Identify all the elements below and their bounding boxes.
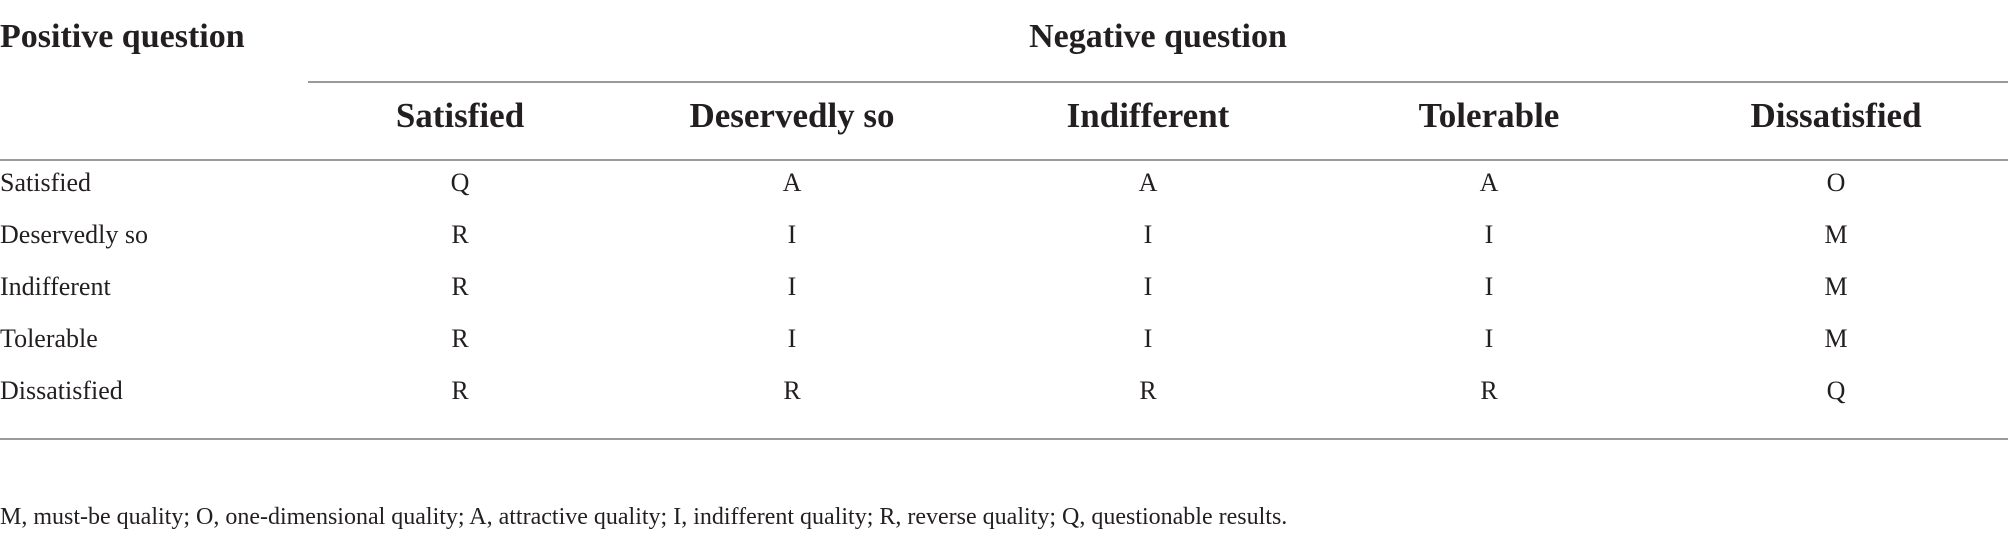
column-header: Tolerable xyxy=(1418,96,1560,135)
table-row: Tolerable R I I I M xyxy=(0,324,2008,376)
group-header: Negative question xyxy=(1029,18,1287,55)
row-label: Deservedly so xyxy=(0,220,149,249)
table-cell: O xyxy=(1826,168,1846,197)
table-cell: I xyxy=(787,272,797,301)
table-cell: I xyxy=(1484,272,1494,301)
table-cell: R xyxy=(451,324,469,353)
table-cell: R xyxy=(451,376,469,405)
column-header: Indifferent xyxy=(1066,96,1230,135)
table-cell: Q xyxy=(450,168,470,197)
table-cell: I xyxy=(787,220,797,249)
row-label: Satisfied xyxy=(0,168,91,197)
table-cell: I xyxy=(1484,220,1494,249)
column-header: Deservedly so xyxy=(689,96,895,135)
table-cell: M xyxy=(1824,324,1848,353)
table-cell: R xyxy=(451,272,469,301)
table-cell: M xyxy=(1824,220,1848,249)
header-rule xyxy=(0,159,2008,161)
table-cell: I xyxy=(1143,272,1153,301)
table-cell: A xyxy=(1479,168,1499,197)
table-row: Satisfied Q A A A O xyxy=(0,168,2008,220)
column-header: Satisfied xyxy=(395,96,525,135)
corner-header: Positive question xyxy=(0,18,245,55)
row-label: Tolerable xyxy=(0,324,98,353)
table-cell: I xyxy=(1143,220,1153,249)
row-label: Dissatisfied xyxy=(0,376,123,405)
table-bottom-rule xyxy=(0,438,2008,440)
table-cell: M xyxy=(1824,272,1848,301)
table-cell: R xyxy=(783,376,801,405)
group-header-rule xyxy=(308,81,2008,83)
table-footnote: M, must-be quality; O, one-dimensional q… xyxy=(0,504,1288,530)
table-row: Indifferent R I I I M xyxy=(0,272,2008,324)
column-header: Dissatisfied xyxy=(1750,96,1922,135)
table-cell: Q xyxy=(1826,376,1846,405)
table-cell: R xyxy=(451,220,469,249)
row-label: Indifferent xyxy=(0,272,111,301)
table-cell: R xyxy=(1139,376,1157,405)
table-cell: A xyxy=(1138,168,1158,197)
table-cell: A xyxy=(782,168,802,197)
table-cell: I xyxy=(787,324,797,353)
table-cell: I xyxy=(1143,324,1153,353)
table-cell: R xyxy=(1480,376,1498,405)
table-row: Dissatisfied R R R R Q xyxy=(0,376,2008,428)
table-cell: I xyxy=(1484,324,1494,353)
table-row: Deservedly so R I I I M xyxy=(0,220,2008,272)
